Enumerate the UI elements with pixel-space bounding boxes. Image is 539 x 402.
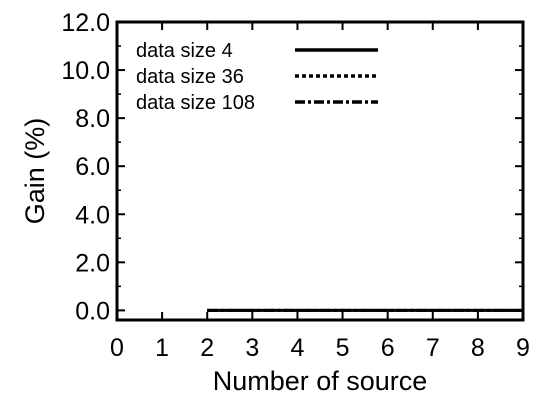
y-tick-label: 0.0 (75, 297, 110, 325)
axis-titles: Number of source Gain (%) (20, 118, 427, 396)
x-tick-label: 7 (426, 334, 440, 362)
legend-label: data size 108 (136, 92, 255, 114)
x-tick-label: 0 (110, 334, 124, 362)
y-axis-title: Gain (%) (20, 118, 50, 225)
x-tick-label: 6 (381, 334, 395, 362)
plot-layer: 0 1 2 3 4 5 6 7 8 9 0.0 2.0 4.0 6.0 8.0 10.0 12.0 (61, 9, 530, 362)
x-tick-label: 5 (336, 334, 350, 362)
legend: data size 4 data size 36 data size 108 (136, 40, 378, 114)
plot-frame (115, 20, 525, 322)
legend-label: data size 36 (136, 66, 244, 88)
y-tick-label: 2.0 (75, 249, 110, 277)
x-tick-label: 4 (290, 334, 304, 362)
x-tick-label: 8 (471, 334, 485, 362)
y-tick-label: 6.0 (75, 153, 110, 181)
y-tick-label: 12.0 (61, 9, 110, 37)
x-tick-label: 1 (155, 334, 169, 362)
x-tick-label: 3 (245, 334, 259, 362)
y-tick-label: 8.0 (75, 105, 110, 133)
legend-label: data size 4 (136, 40, 233, 62)
x-tick-label: 2 (200, 334, 214, 362)
x-tick-label: 9 (516, 334, 530, 362)
y-tick-label: 10.0 (61, 57, 110, 85)
x-axis-title: Number of source (213, 366, 428, 396)
y-tick-label: 4.0 (75, 201, 110, 229)
